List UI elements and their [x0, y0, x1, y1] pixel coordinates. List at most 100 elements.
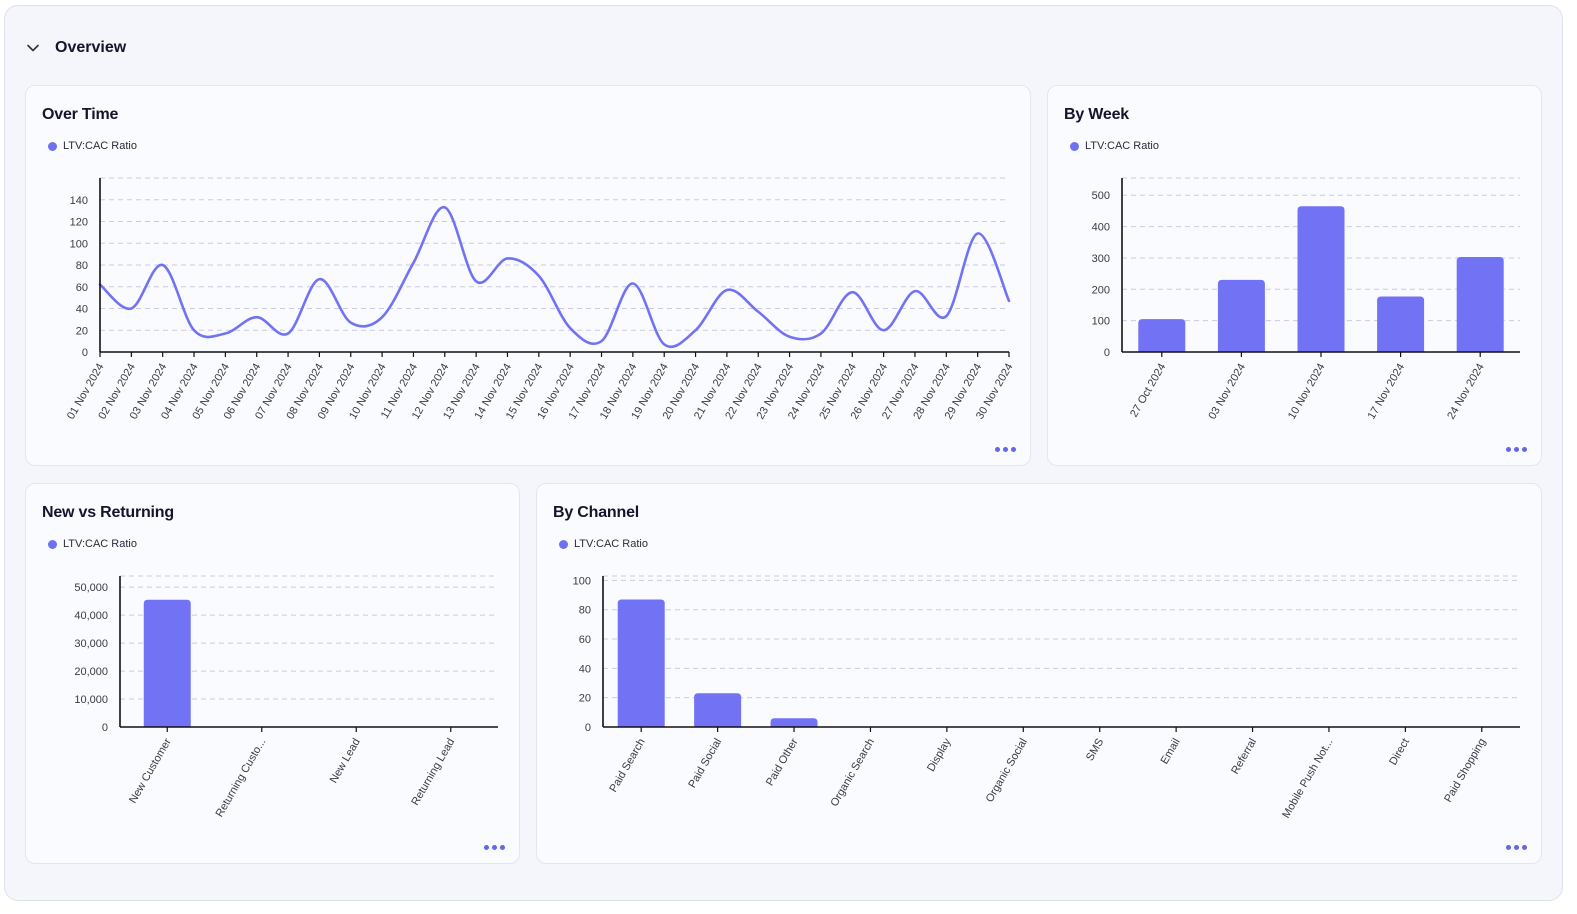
- x-tick-label: 03 Nov 2024: [1206, 362, 1248, 422]
- legend-label: LTV:CAC Ratio: [1085, 140, 1159, 152]
- legend-label: LTV:CAC Ratio: [574, 538, 648, 550]
- dot-icon: [492, 844, 497, 850]
- x-tick-label: 27 Oct 2024: [1128, 362, 1168, 420]
- bar: [143, 599, 191, 727]
- new-vs-returning-chart: 0 10,000 20,000 30,000 40,000 50,000 New Custo…: [74, 575, 498, 820]
- bar: [617, 599, 665, 727]
- by-channel-chart: 0 20 40 60 80 100 Paid Search Paid Social Paid O…: [573, 575, 1520, 821]
- dot-icon: [1514, 844, 1519, 850]
- by-channel-card: By Channel LTV:CAC Ratio 0 20 40 60 80 100 Pai…: [536, 483, 1542, 864]
- bar: [1217, 279, 1265, 352]
- y-tick-label: 80: [579, 605, 591, 617]
- x-tick-label: Mobile Push Not...: [1280, 737, 1335, 821]
- card-title: New vs Returning: [42, 504, 174, 521]
- legend-dot: [48, 141, 57, 151]
- y-tick-label: 20: [76, 325, 88, 337]
- x-tick-label: Returning Custo...: [214, 737, 269, 820]
- over-time-card: Over Time LTV:CAC Ratio 0 20 40 60 80 100 120 1…: [25, 85, 1031, 466]
- y-tick-label: 0: [82, 347, 88, 359]
- legend[interactable]: LTV:CAC Ratio: [48, 538, 137, 550]
- y-tick-label: 40: [579, 663, 591, 675]
- dot-icon: [1003, 446, 1008, 452]
- new-vs-returning-card: New vs Returning LTV:CAC Ratio 0 10,000 20…: [25, 483, 520, 864]
- y-tick-label: 20,000: [74, 666, 108, 678]
- y-tick-label: 300: [1092, 253, 1110, 265]
- y-tick-label: 500: [1092, 190, 1110, 202]
- x-tick-label: New Lead: [328, 737, 363, 786]
- dot-icon: [1514, 446, 1519, 452]
- legend-dot: [1070, 141, 1079, 151]
- section-title: Overview: [55, 39, 127, 56]
- y-tick-label: 50,000: [74, 582, 108, 594]
- legend-dot: [559, 539, 568, 549]
- y-tick-label: 60: [579, 634, 591, 646]
- more-options-button[interactable]: [1506, 843, 1528, 851]
- x-tick-label: Paid Social: [686, 737, 724, 791]
- y-tick-label: 100: [1092, 316, 1110, 328]
- x-tick-label: New Customer: [127, 736, 174, 805]
- y-tick-label: 40,000: [74, 610, 108, 622]
- chevron-down-icon[interactable]: [25, 40, 41, 56]
- x-tick-label: Organic Social: [984, 737, 1030, 805]
- x-tick-label: Returning Lead: [409, 737, 457, 808]
- by-week-card: By Week LTV:CAC Ratio 0 100 200 300 400 500 27…: [1047, 85, 1542, 466]
- dot-icon: [1522, 844, 1527, 850]
- by-week-chart: 0 100 200 300 400 500 27 Oct 2024 03 Nov 2024 10…: [1092, 177, 1520, 422]
- x-tick-label: Organic Search: [828, 737, 877, 809]
- y-tick-label: 120: [70, 217, 88, 229]
- dot-icon: [1506, 446, 1511, 452]
- overview-panel: Overview Over Time LTV:CAC Ratio 0 20 40 60…: [4, 5, 1563, 901]
- series-line: [98, 206, 1011, 349]
- legend-label: LTV:CAC Ratio: [63, 140, 137, 152]
- y-tick-label: 30,000: [74, 638, 108, 650]
- legend[interactable]: LTV:CAC Ratio: [1070, 140, 1159, 152]
- y-tick-label: 60: [76, 282, 88, 294]
- more-options-button[interactable]: [1506, 445, 1528, 453]
- bar: [694, 693, 742, 727]
- dot-icon: [995, 446, 1000, 452]
- y-tick-label: 10,000: [74, 694, 108, 706]
- y-tick-label: 0: [102, 722, 108, 734]
- y-tick-label: 140: [70, 195, 88, 207]
- x-tick-label: Email: [1159, 737, 1183, 767]
- bar: [1456, 257, 1504, 352]
- y-tick-label: 200: [1092, 284, 1110, 296]
- y-tick-label: 100: [573, 575, 591, 587]
- more-options-button[interactable]: [484, 843, 506, 851]
- card-title: By Channel: [553, 504, 640, 521]
- bar: [770, 718, 818, 727]
- x-tick-label: 10 Nov 2024: [1286, 362, 1328, 422]
- overview-header[interactable]: Overview: [25, 36, 126, 60]
- dot-icon: [1522, 446, 1527, 452]
- bar: [1297, 206, 1345, 352]
- y-tick-label: 400: [1092, 222, 1110, 234]
- y-tick-label: 40: [76, 304, 88, 316]
- x-tick-label: Paid Search: [607, 737, 647, 795]
- y-tick-label: 20: [579, 693, 591, 705]
- dot-icon: [484, 844, 489, 850]
- bar: [1138, 319, 1186, 352]
- x-tick-label: 17 Nov 2024: [1366, 362, 1408, 422]
- dot-icon: [500, 844, 505, 850]
- x-tick-label: Paid Shopping: [1442, 737, 1488, 805]
- y-tick-label: 0: [585, 722, 591, 734]
- legend[interactable]: LTV:CAC Ratio: [559, 538, 648, 550]
- legend-dot: [48, 539, 57, 549]
- x-tick-label: Display: [925, 736, 954, 774]
- y-tick-label: 0: [1104, 347, 1110, 359]
- x-tick-label: Direct: [1387, 737, 1412, 768]
- x-tick-label: 24 Nov 2024: [1445, 362, 1487, 422]
- y-tick-label: 80: [76, 260, 88, 272]
- legend-label: LTV:CAC Ratio: [63, 538, 137, 550]
- legend[interactable]: LTV:CAC Ratio: [48, 140, 137, 152]
- x-tick-label: Referral: [1229, 737, 1259, 777]
- x-tick-label: Paid Other: [764, 736, 801, 788]
- card-title: By Week: [1064, 106, 1130, 123]
- dot-icon: [1011, 446, 1016, 452]
- x-tick-label: SMS: [1084, 737, 1106, 764]
- card-title: Over Time: [42, 106, 119, 123]
- more-options-button[interactable]: [995, 445, 1017, 453]
- bar: [1377, 296, 1425, 352]
- y-tick-label: 100: [70, 238, 88, 250]
